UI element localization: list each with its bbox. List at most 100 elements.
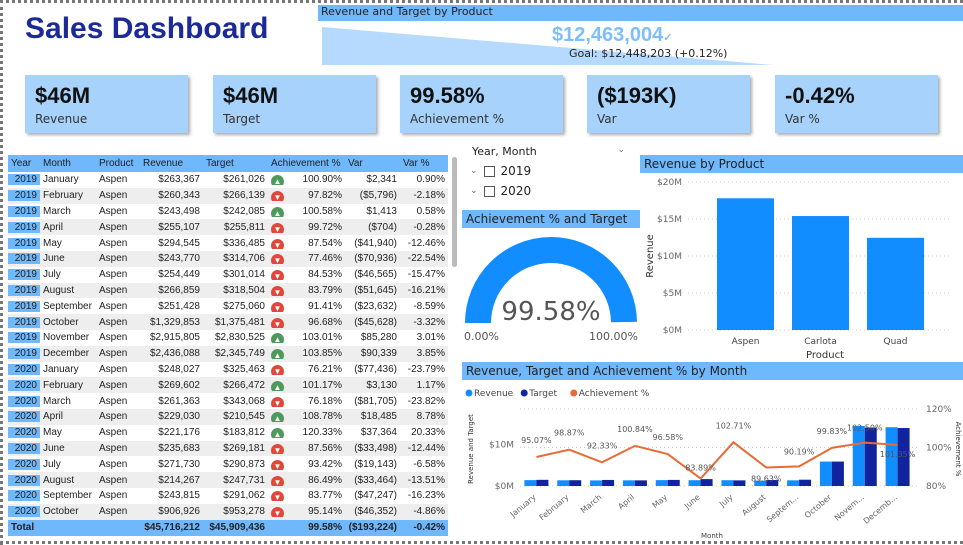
bar-carlota[interactable]: [792, 216, 849, 330]
cell-var: $37,364: [360, 427, 397, 439]
cell-year: 2020: [8, 395, 40, 407]
table-row[interactable]: 2020 April Aspen $229,030 $210,545 ▲ 108.78% $1…: [8, 408, 448, 425]
checkbox[interactable]: [483, 165, 495, 177]
table-scrollbar[interactable]: [452, 157, 457, 267]
column-header[interactable]: Product: [99, 158, 134, 169]
cell-revenue: $248,027: [158, 363, 200, 375]
expand-icon[interactable]: ⌄: [470, 166, 478, 176]
column-header[interactable]: Revenue: [143, 158, 184, 169]
bar-quad[interactable]: [867, 237, 924, 330]
page-border: [0, 541, 963, 544]
revenue-bar[interactable]: [655, 480, 668, 486]
y2-tick-label: 100%: [926, 444, 952, 454]
cell-month: January: [43, 363, 79, 375]
cell-product: Aspen: [99, 506, 128, 518]
cell-target: $1,375,481: [214, 316, 265, 328]
legend-item[interactable]: Achievement %: [579, 389, 650, 399]
revenue-bar[interactable]: [787, 480, 800, 486]
table-row[interactable]: 2019 July Aspen $254,449 $301,014 ▼ 84.53% ($46…: [8, 267, 448, 283]
target-bar[interactable]: [864, 427, 877, 486]
cell-achievement: 97.82%: [308, 190, 342, 202]
cell-month: September: [43, 490, 92, 502]
table-row[interactable]: 2020 August Aspen $214,267 $247,731 ▼ 86.49% ($…: [8, 472, 448, 488]
monthly-combo-chart[interactable]: Revenue Target Achievement % 80% 100% 120% $0M…: [462, 381, 963, 541]
gauge-arc: [465, 236, 637, 323]
x-tick-label: Aspen: [732, 337, 760, 347]
target-bar[interactable]: [897, 428, 910, 486]
revenue-bar[interactable]: [688, 480, 701, 486]
legend-item[interactable]: Revenue: [474, 389, 514, 399]
x-tick-label: August: [740, 493, 767, 518]
table-row[interactable]: 2020 March Aspen $261,363 $343,068 ▼ 76.18% ($8…: [8, 393, 448, 409]
target-bar[interactable]: [536, 479, 549, 486]
target-bar[interactable]: [799, 479, 812, 486]
revenue-bar[interactable]: [590, 480, 603, 486]
revenue-bar[interactable]: [524, 480, 537, 486]
achievement-line[interactable]: [536, 440, 898, 480]
cell-product: Aspen: [99, 411, 128, 423]
table-row[interactable]: 2020 January Aspen $248,027 $325,463 ▼ 76.21% (…: [8, 362, 448, 378]
column-header[interactable]: Month: [43, 158, 71, 169]
achievement-gauge[interactable]: 99.58% 0.00% 100.00%: [462, 228, 640, 358]
revenue-bar[interactable]: [754, 480, 767, 486]
table-row[interactable]: 2019 August Aspen $266,859 $318,504 ▼ 83.79% ($…: [8, 282, 448, 299]
legend-item[interactable]: Target: [528, 389, 557, 399]
column-header[interactable]: Year: [11, 158, 32, 169]
table-row[interactable]: 2020 May Aspen $221,176 $183,812 ▲ 120.33% $37,…: [8, 425, 448, 441]
target-bar[interactable]: [602, 479, 615, 486]
revenue-bar[interactable]: [622, 480, 635, 486]
data-label: 99.83%: [817, 427, 848, 436]
table-row[interactable]: 2019 September Aspen $251,428 $275,060 ▼ 91.41…: [8, 298, 448, 314]
table-row[interactable]: 2019 November Aspen $2,915,805 $2,830,525 ▲ 10…: [8, 330, 448, 346]
revenue-bar[interactable]: [721, 480, 734, 486]
table-row[interactable]: 2020 September Aspen $243,815 $291,062 ▼ 83.77…: [8, 488, 448, 504]
slicer-item-2020[interactable]: ⌄ 2020: [470, 184, 625, 198]
y-tick-label: $15M: [657, 215, 682, 225]
table-row[interactable]: 2019 February Aspen $260,343 $266,139 ▼ 97.82%…: [8, 187, 448, 204]
cell-target: $255,811: [224, 221, 265, 233]
target-bar[interactable]: [569, 480, 582, 486]
column-header[interactable]: Achievement %: [271, 158, 341, 169]
table-row[interactable]: 2019 December Aspen $2,436,088 $2,345,749 ▲ 10…: [8, 345, 448, 362]
target-bar[interactable]: [733, 480, 746, 486]
arrow-down-icon: ▼: [271, 364, 284, 375]
revenue-bar[interactable]: [885, 427, 898, 486]
revenue-bar[interactable]: [852, 425, 865, 486]
cell-revenue: $251,428: [158, 300, 200, 312]
table-row[interactable]: 2019 April Aspen $255,107 $255,811 ▼ 99.72% ($7…: [8, 219, 448, 236]
target-bar[interactable]: [766, 479, 779, 486]
revenue-bar[interactable]: [819, 461, 832, 486]
target-bar[interactable]: [634, 480, 647, 486]
table-row[interactable]: 2019 March Aspen $243,498 $242,085 ▲ 100.58% $1…: [8, 204, 448, 220]
revenue-by-product-chart[interactable]: $0M $5M $10M $15M $20M Aspen Carlota Quad Produc…: [640, 173, 963, 363]
table-row[interactable]: 2019 May Aspen $294,545 $336,485 ▼ 87.54% ($41,…: [8, 235, 448, 251]
checkbox[interactable]: [483, 185, 495, 197]
revenue-target-kpi-visual[interactable]: Revenue and Target by Product $12,463,00…: [318, 5, 963, 65]
column-header[interactable]: Var: [348, 158, 363, 169]
x-tick-label: Carlota: [804, 337, 837, 347]
table-row[interactable]: 2020 June Aspen $235,683 $269,181 ▼ 87.56% ($33…: [8, 440, 448, 457]
kpi-value: $46M: [35, 83, 91, 108]
year-month-slicer[interactable]: Year, Month ⌄ ⌄ 2019 ⌄ 2020: [470, 145, 625, 198]
target-bar[interactable]: [831, 461, 844, 486]
table-row[interactable]: 2019 October Aspen $1,329,853 $1,375,481 ▼ 96.…: [8, 314, 448, 330]
sales-table[interactable]: Year Month Product Revenue Target Achievement…: [8, 155, 448, 536]
slicer-item-2019[interactable]: ⌄ 2019: [470, 164, 625, 178]
table-row[interactable]: 2019 January Aspen $263,367 $261,026 ▲ 100.90%…: [8, 172, 448, 188]
chevron-down-icon[interactable]: ⌄: [617, 145, 625, 155]
cell-var: ($33,498): [354, 442, 397, 454]
cell-target: $266,472: [223, 379, 265, 391]
bar-aspen[interactable]: [717, 198, 774, 330]
target-bar[interactable]: [700, 479, 713, 486]
column-header[interactable]: Target: [206, 158, 234, 169]
cell-achievement: 77.46%: [308, 253, 342, 265]
table-row[interactable]: 2019 June Aspen $243,770 $314,706 ▼ 77.46% ($70…: [8, 250, 448, 267]
table-row[interactable]: 2020 February Aspen $269,602 $266,472 ▲ 101.17…: [8, 377, 448, 394]
target-bar[interactable]: [667, 479, 680, 486]
column-header[interactable]: Var %: [403, 158, 430, 169]
revenue-bar[interactable]: [557, 480, 570, 486]
arrow-down-icon: ▼: [271, 254, 284, 265]
table-row[interactable]: 2020 July Aspen $271,730 $290,873 ▼ 93.42% ($19…: [8, 456, 448, 472]
table-row[interactable]: 2020 October Aspen $906,926 $953,278 ▼ 95.14% (…: [8, 503, 448, 520]
expand-icon[interactable]: ⌄: [470, 186, 478, 196]
